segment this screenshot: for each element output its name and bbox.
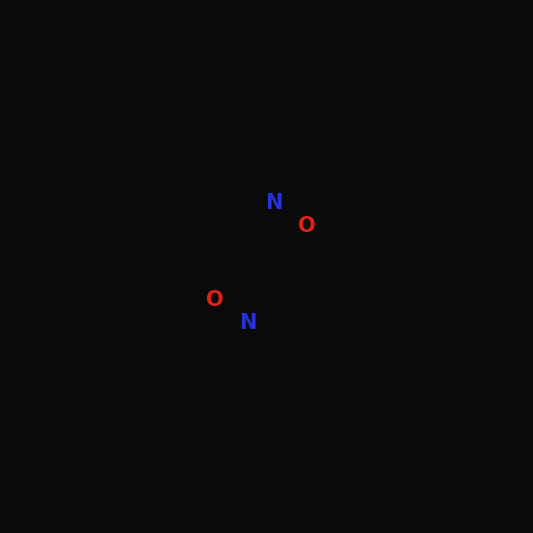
Text: N: N <box>265 192 282 213</box>
Text: N: N <box>239 313 256 333</box>
Text: O: O <box>206 290 224 310</box>
Text: O: O <box>298 216 316 236</box>
